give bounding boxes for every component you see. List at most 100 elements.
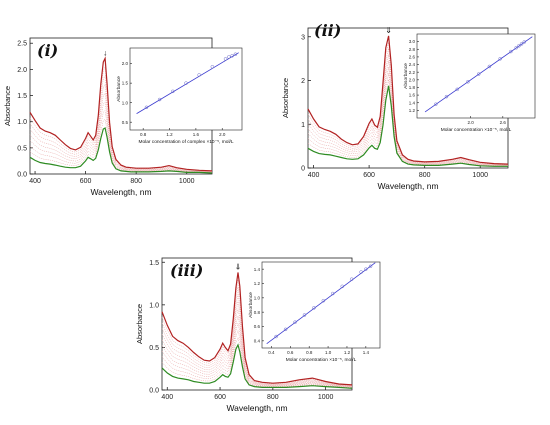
inset-data-point bbox=[210, 64, 215, 69]
series-initial-line bbox=[161, 272, 353, 386]
inset-y-tick-label: 2.6 bbox=[409, 55, 416, 60]
y-tick-label: 2 bbox=[301, 78, 305, 85]
y-tick-label: 0.5 bbox=[17, 145, 27, 152]
x-axis-title: Wavelength, nm bbox=[90, 187, 151, 197]
inset-data-point bbox=[476, 72, 481, 76]
inset-y-tick-label: 1.2 bbox=[409, 108, 416, 113]
x-tick-label: 600 bbox=[363, 172, 375, 179]
inset-data-point bbox=[434, 102, 438, 107]
inset-x-tick-label: 2.0 bbox=[219, 132, 226, 137]
y-axis-title: Absorbance bbox=[135, 304, 144, 344]
x-tick-label: 600 bbox=[80, 178, 92, 185]
peak-arrow-marker: ⇓ bbox=[235, 262, 242, 271]
series-intermediate-line bbox=[161, 329, 353, 388]
chart-panel-1: 400 600 800 1000 0.0 0.5 1.0 1.5 2.0 2.5 Wavelengt… bbox=[3, 37, 243, 197]
y-tick-label: 0.5 bbox=[149, 345, 159, 352]
series-intermediate-line bbox=[161, 308, 353, 387]
inset-x-tick-label: 2.0 bbox=[468, 120, 475, 125]
x-tick-label: 1000 bbox=[472, 172, 488, 179]
x-axis-title: Wavelength, nm bbox=[377, 181, 438, 191]
inset-data-point bbox=[293, 320, 297, 324]
inset-y-tick-label: 2.4 bbox=[409, 62, 416, 67]
inset-fit-line bbox=[266, 262, 376, 345]
y-axis-title: Absorbance bbox=[3, 86, 12, 126]
inset-data-point bbox=[274, 334, 278, 339]
series-intermediate-line bbox=[29, 110, 213, 173]
inset-x-tick-label: 0.8 bbox=[306, 350, 313, 355]
inset-y-tick-label: 0.6 bbox=[254, 324, 261, 329]
peak-arrow-marker: ↓ bbox=[103, 48, 107, 57]
inset-x-tick-label: 1.6 bbox=[193, 132, 200, 137]
inset-y-tick-label: 2.0 bbox=[122, 61, 129, 66]
inset-data-point bbox=[233, 52, 238, 56]
inset-x-axis-title: Molar concentration ×10⁻⁵, mol/L bbox=[286, 357, 357, 363]
inset-data-point bbox=[444, 94, 449, 99]
series-intermediate-line bbox=[161, 315, 353, 388]
chart-panel-3: 400 600 800 1000 0.0 0.5 1.0 1.5 Wavelength, nm A… bbox=[135, 257, 381, 413]
panel-label: (iii) bbox=[170, 261, 203, 280]
x-tick-label: 400 bbox=[308, 172, 320, 179]
inset-data-point bbox=[312, 306, 316, 310]
inset-y-tick-label: 0.5 bbox=[122, 120, 129, 125]
inset-x-tick-label: 2.6 bbox=[500, 120, 507, 125]
inset-y-tick-label: 2.2 bbox=[409, 70, 416, 75]
inset-data-point bbox=[509, 49, 513, 54]
inset-x-tick-label: 1.2 bbox=[166, 132, 173, 137]
y-tick-label: 0.0 bbox=[149, 388, 159, 395]
inset-y-tick-label: 1.5 bbox=[122, 81, 129, 86]
inset-data-point bbox=[302, 313, 307, 317]
y-axis-title: Absorbance bbox=[281, 78, 290, 118]
y-tick-label: 1.5 bbox=[149, 260, 159, 267]
inset-data-point bbox=[466, 79, 470, 84]
inset-x-axis-title: Molar concentration ×10⁻⁵, mol/L bbox=[441, 127, 512, 133]
inset-data-point bbox=[227, 55, 231, 59]
inset-y-tick-label: 1.0 bbox=[254, 295, 261, 300]
inset-data-point bbox=[514, 45, 518, 50]
inset-data-point bbox=[223, 57, 228, 61]
series-intermediate-line bbox=[29, 101, 213, 173]
x-tick-label: 1000 bbox=[179, 178, 195, 185]
inset-x-tick-label: 0.6 bbox=[287, 350, 294, 355]
inset-chart: 0.8 1.2 1.6 2.0 0.5 1.0 1.5 2.0 Molar concentrat… bbox=[116, 47, 243, 145]
inset-y-axis-title: Absorbance bbox=[403, 63, 409, 89]
inset-data-point bbox=[487, 64, 492, 69]
inset-y-tick-label: 0.8 bbox=[254, 310, 261, 315]
series-final-line bbox=[307, 85, 508, 167]
y-tick-label: 3 bbox=[301, 34, 305, 41]
inset-x-axis-title: Molar concentration of complex ×10⁻⁵, mo… bbox=[138, 139, 233, 145]
inset-data-point bbox=[321, 298, 326, 303]
inset-data-point bbox=[498, 57, 502, 61]
inset-frame bbox=[261, 261, 381, 349]
x-tick-label: 800 bbox=[130, 178, 142, 185]
inset-x-tick-label: 1.2 bbox=[344, 350, 351, 355]
inset-data-point bbox=[368, 264, 373, 269]
inset-data-point bbox=[157, 97, 162, 102]
inset-data-point bbox=[144, 105, 149, 110]
inset-y-tick-label: 3.0 bbox=[409, 39, 416, 44]
inset-data-point bbox=[522, 40, 527, 44]
inset-data-point bbox=[230, 54, 234, 58]
series-intermediate-line bbox=[307, 48, 509, 165]
inset-data-point bbox=[519, 42, 524, 46]
series-initial-line bbox=[29, 56, 213, 172]
inset-data-point bbox=[340, 284, 344, 289]
series-intermediate-line bbox=[307, 54, 509, 166]
inset-y-tick-label: 1.2 bbox=[254, 281, 261, 286]
series-intermediate-line bbox=[161, 286, 353, 386]
series-intermediate-line bbox=[307, 42, 509, 165]
inset-data-point bbox=[517, 44, 521, 48]
inset-x-tick-label: 1.0 bbox=[325, 350, 332, 355]
peak-arrow-marker: ⇓ bbox=[385, 26, 392, 35]
inset-x-tick-label: 0.4 bbox=[268, 350, 275, 355]
inset-y-axis-title: Absorbance bbox=[116, 76, 122, 102]
inset-y-axis-title: Absorbance bbox=[248, 292, 254, 318]
inset-data-point bbox=[359, 270, 363, 274]
x-tick-label: 400 bbox=[161, 394, 173, 401]
inset-y-tick-label: 0.4 bbox=[254, 338, 261, 343]
x-tick-label: 600 bbox=[214, 394, 226, 401]
series-final-line bbox=[161, 343, 353, 389]
inset-data-point bbox=[197, 73, 201, 77]
inset-data-point bbox=[283, 327, 288, 332]
inset-x-tick-label: 0.8 bbox=[140, 132, 147, 137]
